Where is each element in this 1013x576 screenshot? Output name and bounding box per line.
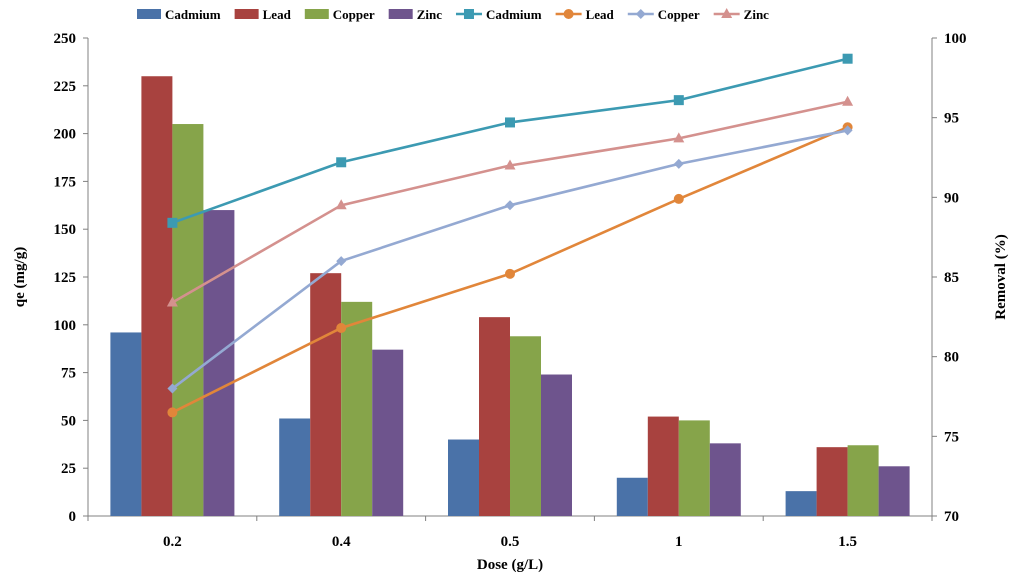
left-tick-label: 75 xyxy=(61,366,76,382)
bar-lead-1 xyxy=(647,416,679,516)
point-zinc-0-2 xyxy=(166,296,178,307)
point-copper-1-5 xyxy=(842,125,853,136)
legend-label-bar-copper: Copper xyxy=(333,7,375,22)
right-tick-label: 70 xyxy=(944,509,959,525)
bar-lead-1-5 xyxy=(816,447,848,516)
bar-zinc-0-4 xyxy=(372,349,404,516)
right-tick-label: 100 xyxy=(944,31,967,47)
legend-marker-lead xyxy=(563,9,574,19)
legend: Cadmium Lead Copper Zinc Cadmium Lead Copper Zi… xyxy=(137,7,769,22)
x-tick-label: 0.2 xyxy=(163,534,182,550)
bar-copper-1 xyxy=(678,420,710,516)
point-lead-0-5 xyxy=(505,268,515,279)
x-axis-ticks: 0.2 0.4 0.5 1 1.5 xyxy=(87,516,933,550)
left-tick-label: 125 xyxy=(54,270,77,286)
right-tick-label: 80 xyxy=(944,350,959,366)
point-cadmium-0-5 xyxy=(505,117,515,128)
bar-lead-0-2 xyxy=(141,76,173,517)
point-zinc-1-5 xyxy=(842,95,854,106)
left-tick-label: 150 xyxy=(54,222,77,238)
y-axis-title: qe (mg/g) xyxy=(12,247,28,307)
x-tick-label: 0.4 xyxy=(332,534,351,550)
left-axis-ticks: 0 25 50 75 100 125 150 175 200 225 250 xyxy=(54,31,88,525)
point-zinc-0-4 xyxy=(335,199,347,210)
point-cadmium-1-5 xyxy=(842,53,853,64)
x-axis-title: Dose (g/L) xyxy=(477,557,543,573)
point-copper-1 xyxy=(673,158,684,169)
line-cadmium xyxy=(171,57,848,225)
legend-swatch-bar-copper xyxy=(304,9,329,19)
right-tick-label: 95 xyxy=(944,111,959,127)
legend-label-bar-cadmium: Cadmium xyxy=(165,7,221,22)
lines xyxy=(166,53,854,418)
right-tick-label: 85 xyxy=(944,270,959,286)
left-tick-label: 225 xyxy=(54,79,77,95)
legend-label-bar-zinc: Zinc xyxy=(417,7,443,22)
bar-zinc-0-2 xyxy=(203,210,235,516)
legend-marker-cadmium xyxy=(463,9,474,19)
legend-label-line-copper: Copper xyxy=(658,7,700,22)
point-cadmium-0-2 xyxy=(167,217,178,228)
legend-marker-copper xyxy=(635,9,646,19)
plot-area: 0 25 50 75 100 125 150 175 200 225 250 70 75 80 85 90 9… xyxy=(54,31,967,550)
right-tick-label: 75 xyxy=(944,429,959,445)
point-zinc-1 xyxy=(673,132,685,143)
left-tick-label: 200 xyxy=(54,127,77,143)
point-copper-0-5 xyxy=(505,200,515,211)
bar-cadmium-0-2 xyxy=(110,332,142,516)
bar-copper-0-5 xyxy=(510,336,541,516)
point-lead-1 xyxy=(673,193,684,204)
y2-axis-title: Removal (%) xyxy=(993,234,1009,319)
bar-cadmium-0-4 xyxy=(279,418,311,516)
point-copper-0-2 xyxy=(167,383,178,394)
legend-swatch-bar-cadmium xyxy=(137,9,161,19)
bar-cadmium-0-5 xyxy=(448,439,479,516)
left-tick-label: 250 xyxy=(54,31,77,47)
point-lead-0-4 xyxy=(336,322,347,333)
point-copper-0-4 xyxy=(336,256,347,267)
left-tick-label: 175 xyxy=(54,174,77,190)
bar-copper-0-2 xyxy=(172,124,204,516)
bar-zinc-0-5 xyxy=(541,374,572,516)
right-tick-label: 90 xyxy=(944,190,959,206)
x-tick-label: 0.5 xyxy=(501,534,520,550)
legend-label-line-zinc: Zinc xyxy=(744,7,770,22)
point-cadmium-1 xyxy=(673,95,684,106)
left-tick-label: 25 xyxy=(61,461,76,477)
legend-label-line-cadmium: Cadmium xyxy=(486,7,542,22)
legend-label-line-lead: Lead xyxy=(586,7,615,22)
legend-swatch-bar-lead xyxy=(234,9,259,19)
bars xyxy=(110,76,910,517)
right-axis-ticks: 70 75 80 85 90 95 100 xyxy=(932,31,967,525)
point-zinc-0-5 xyxy=(504,159,516,170)
point-cadmium-0-4 xyxy=(336,157,347,168)
point-lead-0-2 xyxy=(167,407,178,418)
bar-cadmium-1 xyxy=(616,477,648,516)
x-tick-label: 1 xyxy=(675,534,683,550)
bar-copper-0-4 xyxy=(341,301,373,516)
legend-marker-zinc xyxy=(721,8,733,18)
bar-cadmium-1-5 xyxy=(785,491,817,516)
legend-label-bar-lead: Lead xyxy=(263,7,292,22)
left-tick-label: 100 xyxy=(54,318,77,334)
bar-zinc-1 xyxy=(709,443,741,516)
bar-copper-1-5 xyxy=(847,445,879,516)
bar-zinc-1-5 xyxy=(878,466,910,516)
bar-lead-0-4 xyxy=(310,273,342,516)
x-tick-label: 1.5 xyxy=(838,534,857,550)
left-tick-label: 0 xyxy=(69,509,77,525)
bar-lead-0-5 xyxy=(479,317,510,516)
legend-swatch-bar-zinc xyxy=(388,9,413,19)
left-tick-label: 50 xyxy=(61,413,76,429)
